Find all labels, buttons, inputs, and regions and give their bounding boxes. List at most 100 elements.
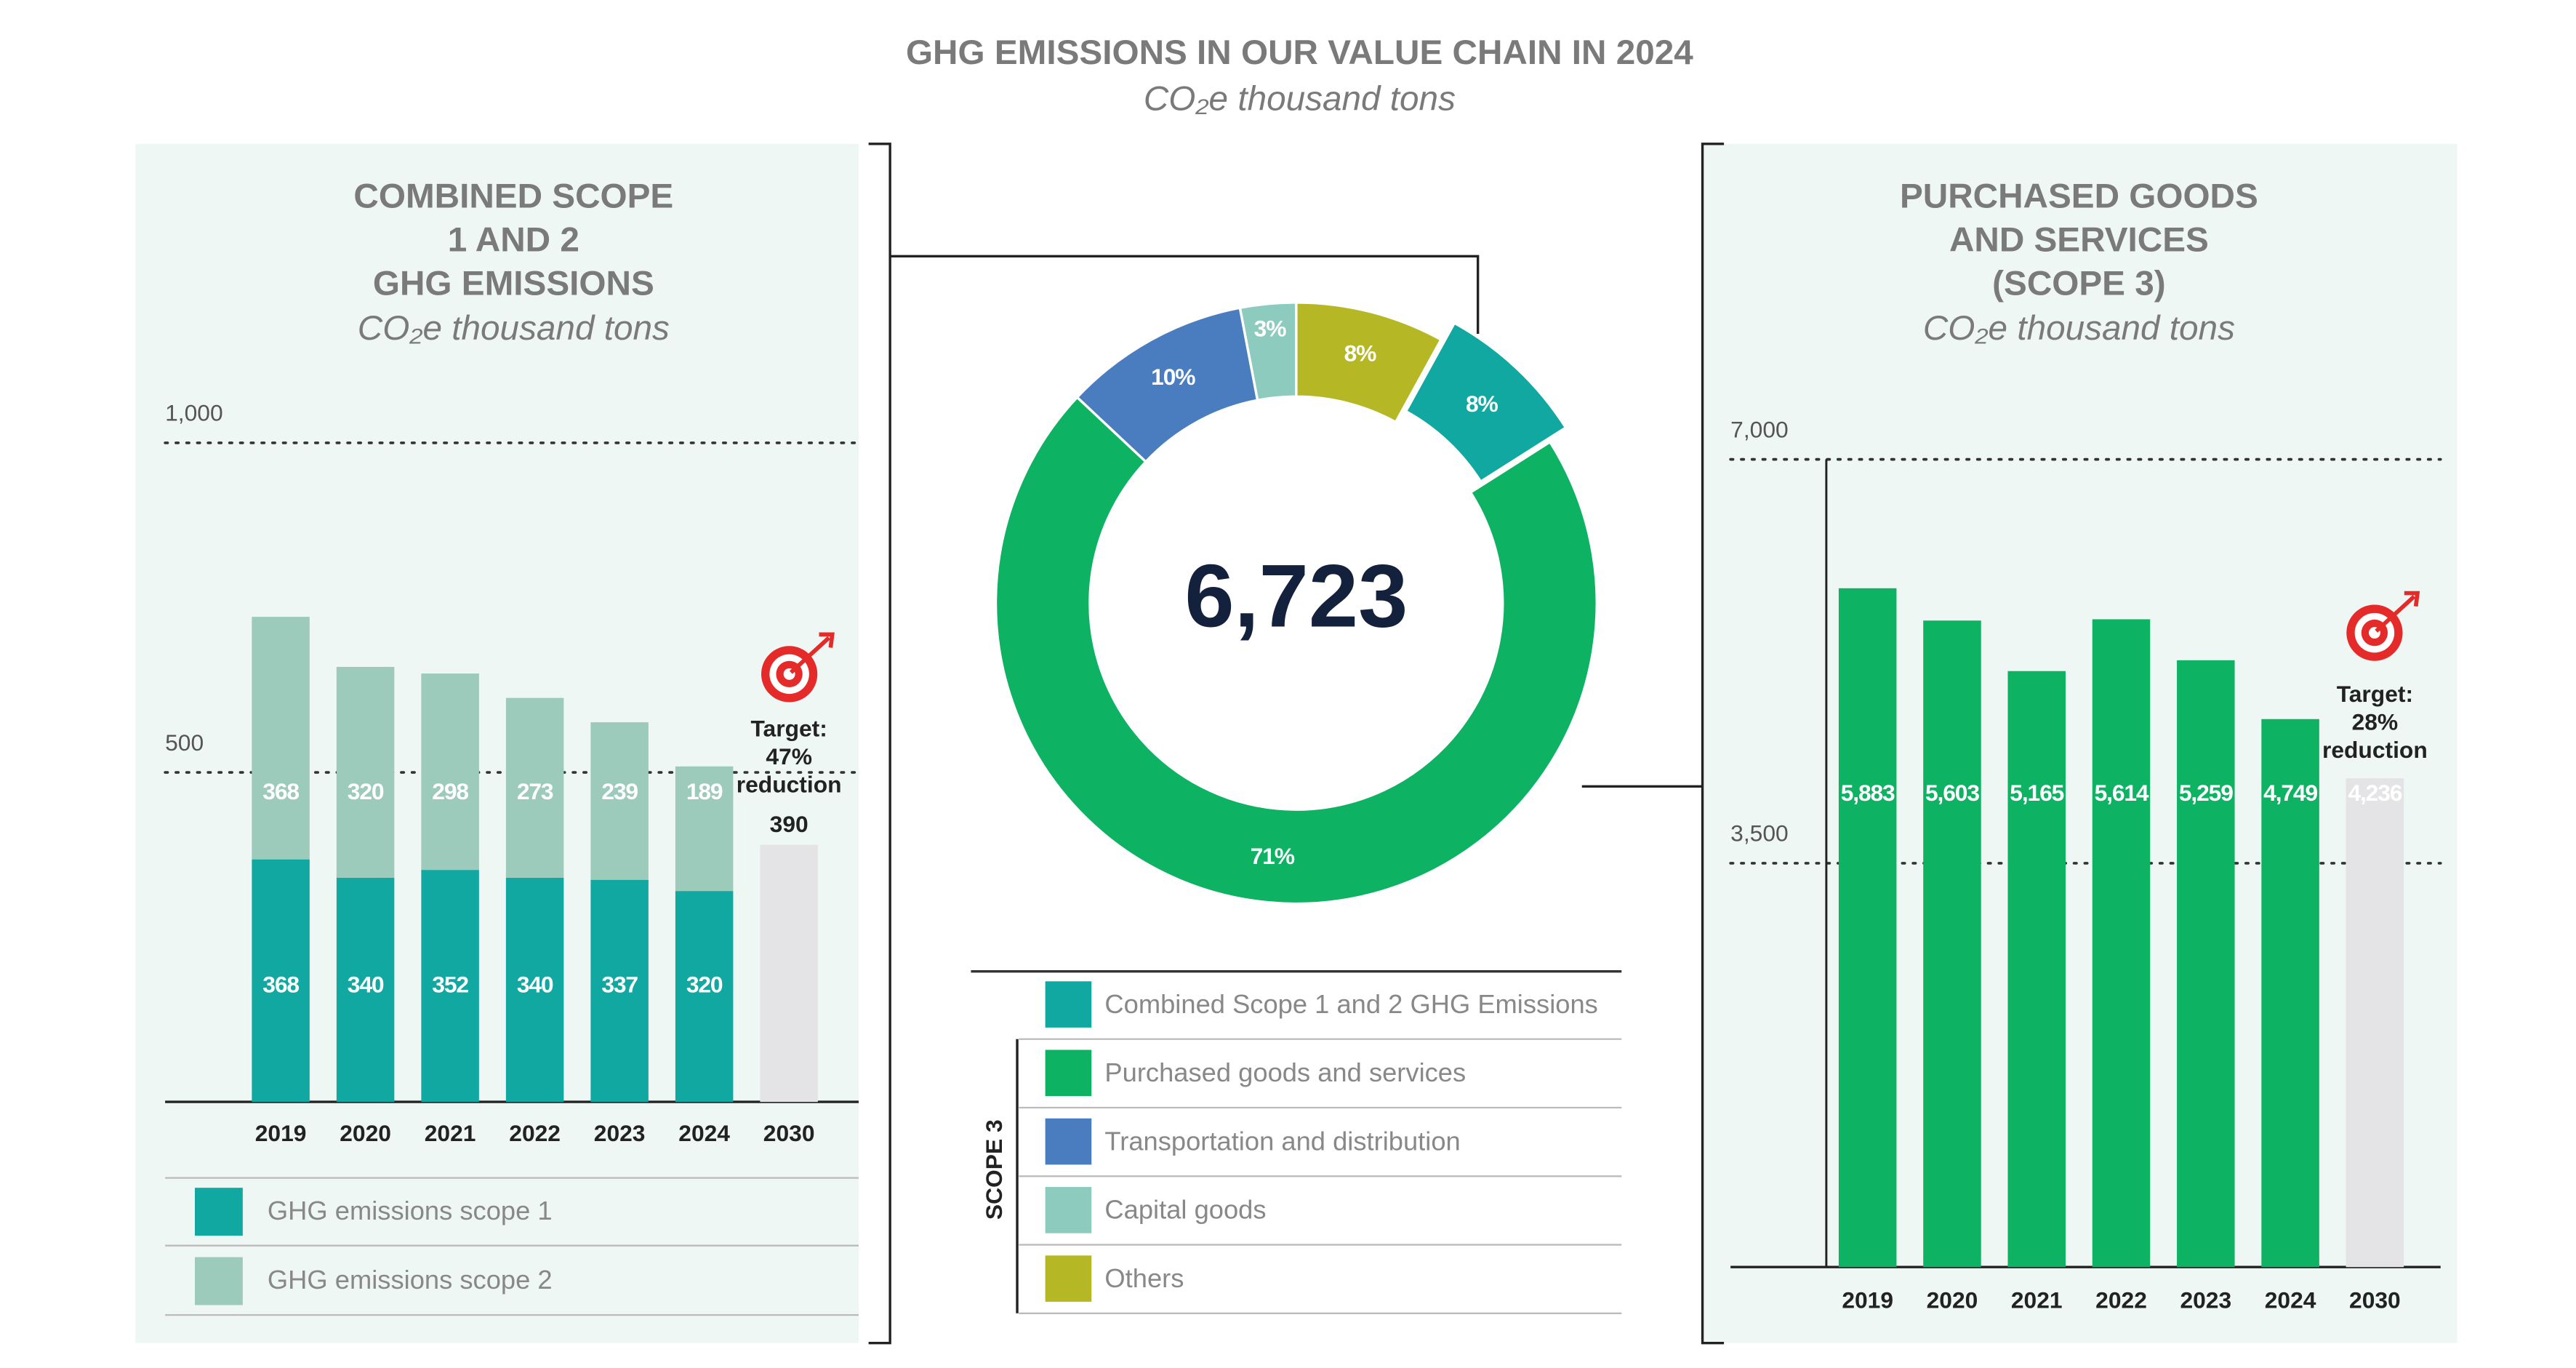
chart-title: (SCOPE 3) — [1992, 265, 2165, 303]
page-title: GHG EMISSIONS IN OUR VALUE CHAIN IN 2024 — [906, 33, 1693, 72]
target-annotation: Target: — [2337, 681, 2413, 707]
bar — [2007, 671, 2066, 1268]
legend-label: GHG emissions scope 1 — [268, 1196, 553, 1225]
bar — [1923, 620, 1981, 1268]
slice-label: 71% — [1251, 843, 1295, 869]
chart-title: AND SERVICES — [1949, 221, 2209, 260]
data-label: 239 — [601, 778, 638, 804]
data-label: 298 — [432, 778, 468, 804]
y-tick-label: 7,000 — [1730, 416, 1789, 442]
bar-segment — [675, 766, 734, 892]
bar-segment — [505, 877, 564, 1103]
slice-label: 8% — [1466, 391, 1498, 417]
data-label: 4,236 — [2348, 780, 2402, 806]
bar — [1838, 588, 1897, 1268]
page-subtitle: CO₂e thousand tons — [1144, 79, 1456, 118]
target-annotation: reduction — [737, 772, 842, 798]
bar-segment — [252, 859, 310, 1103]
data-label: 340 — [348, 972, 384, 998]
bar-segment — [590, 722, 649, 880]
data-label: 320 — [686, 972, 723, 998]
x-tick-label: 2023 — [2180, 1287, 2231, 1313]
data-label: 352 — [432, 972, 468, 998]
legend-label: Others — [1104, 1263, 1184, 1293]
target-annotation: Target: — [750, 715, 827, 741]
bar-segment — [590, 879, 649, 1103]
chart-subtitle: CO₂e thousand tons — [1923, 309, 2235, 348]
leader-line — [890, 255, 1703, 788]
chart-title: GHG EMISSIONS — [373, 265, 654, 303]
legend-swatch — [1045, 1049, 1092, 1097]
x-tick-label: 2020 — [340, 1120, 391, 1146]
x-tick-label: 2024 — [2265, 1287, 2316, 1313]
data-label: 337 — [601, 972, 638, 998]
data-label: 5,614 — [2095, 780, 2149, 806]
bar-segment — [675, 891, 734, 1103]
x-tick-label: 2019 — [255, 1120, 307, 1146]
data-label: 273 — [517, 778, 553, 804]
group-label: SCOPE 3 — [981, 1119, 1007, 1220]
bar-segment — [421, 870, 479, 1103]
legend-swatch — [1045, 981, 1092, 1028]
donut-slice — [1404, 321, 1568, 484]
x-tick-label: 2022 — [2095, 1287, 2147, 1313]
data-label: 4,749 — [2263, 780, 2317, 806]
right-panel — [1702, 143, 2457, 1343]
x-tick-label: 2020 — [1927, 1287, 1978, 1313]
y-tick-label: 1,000 — [165, 400, 223, 426]
data-label: 368 — [262, 778, 299, 804]
x-tick-label: 2030 — [2349, 1287, 2401, 1313]
legend-swatch — [1045, 1255, 1092, 1302]
target-annotation: 28% — [2352, 708, 2399, 735]
slice-label: 3% — [1254, 315, 1287, 341]
x-tick-label: 2019 — [1842, 1287, 1893, 1313]
y-tick-label: 3,500 — [1730, 820, 1789, 847]
legend-label: Capital goods — [1104, 1195, 1266, 1225]
legend-swatch — [194, 1257, 243, 1305]
data-label: 5,165 — [2010, 780, 2063, 806]
slice-label: 10% — [1151, 364, 1195, 390]
x-tick-label: 2022 — [509, 1120, 561, 1146]
bar — [2092, 619, 2151, 1268]
target-value: 390 — [770, 811, 808, 837]
donut-total: 6,723 — [1184, 546, 1408, 646]
legend-swatch — [1045, 1118, 1092, 1165]
x-tick-label: 2021 — [2011, 1287, 2063, 1313]
data-label: 368 — [262, 972, 299, 998]
legend-swatch — [1045, 1187, 1092, 1233]
bar — [2346, 778, 2404, 1268]
y-tick-label: 500 — [165, 729, 204, 756]
data-label: 5,883 — [1841, 780, 1895, 806]
donut-slice — [994, 395, 1598, 905]
chart-title: 1 AND 2 — [448, 221, 579, 260]
target-bar — [760, 844, 818, 1103]
bar — [2177, 660, 2235, 1268]
chart-title: COMBINED SCOPE — [353, 177, 673, 215]
data-label: 320 — [348, 778, 384, 804]
legend-label: Purchased goods and services — [1104, 1057, 1466, 1087]
target-annotation: reduction — [2322, 737, 2428, 763]
x-tick-label: 2024 — [678, 1120, 730, 1146]
data-label: 340 — [517, 972, 553, 998]
x-tick-label: 2021 — [425, 1120, 476, 1146]
bar-segment — [336, 667, 395, 878]
target-annotation: 47% — [766, 743, 812, 769]
target-icon — [2346, 591, 2420, 661]
bracket — [868, 143, 1725, 1345]
data-label: 5,603 — [1925, 780, 1979, 806]
x-tick-label: 2023 — [594, 1120, 646, 1146]
chart-title: PURCHASED GOODS — [1900, 177, 2258, 215]
chart-subtitle: CO₂e thousand tons — [358, 309, 670, 348]
bar-segment — [336, 877, 395, 1103]
legend-label: Combined Scope 1 and 2 GHG Emissions — [1104, 989, 1597, 1019]
bar-segment — [252, 617, 310, 860]
legend-swatch — [194, 1188, 243, 1236]
x-tick-label: 2030 — [763, 1120, 815, 1146]
data-label: 5,259 — [2179, 780, 2233, 806]
donut-slice — [1295, 301, 1443, 424]
bar-segment — [505, 697, 564, 878]
bar-segment — [421, 673, 479, 871]
legend-label: Transportation and distribution — [1104, 1126, 1460, 1156]
legend-label: GHG emissions scope 2 — [268, 1265, 553, 1295]
